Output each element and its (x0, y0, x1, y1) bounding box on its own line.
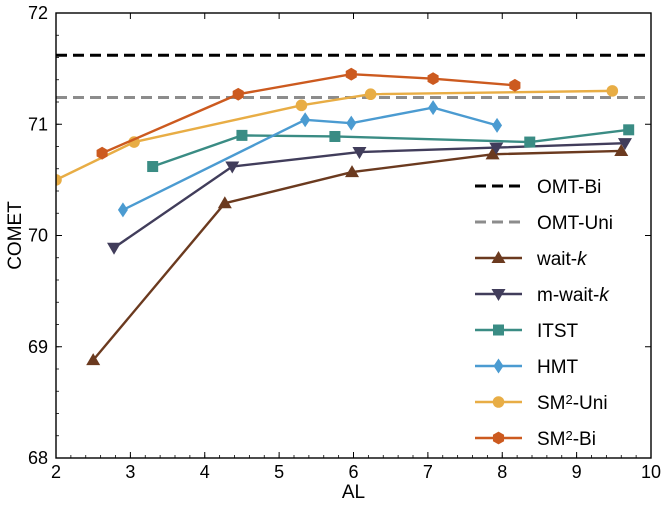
data-point-s2-0 (147, 161, 159, 173)
data-point-s2-3 (524, 136, 536, 148)
data-point-s1-2 (352, 147, 367, 160)
data-point-s3-0 (117, 202, 128, 218)
legend-swatch-marker-2 (491, 251, 506, 264)
data-point-s3-3 (428, 100, 439, 116)
legend-label-6: SM2-Uni (537, 392, 608, 414)
data-point-s0-3 (485, 147, 500, 160)
legend-label-3: m-wait-k (537, 285, 610, 306)
data-point-s0-0 (86, 353, 101, 366)
y-tick-label: 68 (28, 448, 48, 468)
y-axis-label: COMET (5, 201, 26, 270)
data-point-s2-4 (623, 124, 635, 136)
data-point-s5-1 (232, 87, 244, 101)
data-point-s3-1 (300, 112, 311, 128)
data-point-s1-4 (617, 138, 632, 151)
x-tick-label: 10 (641, 462, 661, 482)
x-tick-label: 2 (51, 462, 61, 482)
data-point-s2-1 (236, 129, 248, 141)
data-point-s4-4 (606, 85, 619, 97)
y-tick-label: 69 (28, 337, 48, 357)
x-tick-label: 9 (572, 462, 582, 482)
data-point-s4-2 (295, 99, 308, 112)
legend-label-omt-bi: OMT-Bi (537, 177, 601, 198)
plot-data-layer (56, 53, 651, 366)
data-point-s5-2 (345, 67, 357, 81)
legend: OMT-Bi OMT-Uni wait-k m-wait-k ITST HMT SM2-Un… (475, 177, 613, 450)
data-point-s3-4 (492, 117, 503, 133)
y-tick-label: 72 (28, 3, 48, 23)
data-point-s5-0 (96, 146, 108, 160)
legend-swatch-marker-7 (492, 431, 505, 445)
legend-label-omt-uni: OMT-Uni (537, 213, 613, 234)
x-tick-label: 8 (497, 462, 507, 482)
data-point-s2-2 (329, 130, 341, 142)
y-tick-label: 71 (28, 114, 48, 134)
legend-swatch-marker-6 (492, 396, 505, 408)
x-tick-label: 3 (125, 462, 135, 482)
axes-layer: 2 3 4 5 6 7 8 9 10 68 69 70 71 72 AL COMET (5, 3, 661, 503)
legend-swatch-marker-5 (493, 358, 504, 374)
legend-label-4: ITST (537, 321, 579, 342)
legend-swatch-marker-3 (491, 288, 506, 301)
x-tick-label: 6 (348, 462, 358, 482)
legend-swatch-marker-4 (493, 324, 504, 336)
plot-area (56, 53, 651, 366)
x-axis-label: AL (342, 482, 365, 503)
data-point-s1-3 (489, 142, 504, 155)
x-tick-label: 7 (423, 462, 433, 482)
x-tick-label: 5 (274, 462, 284, 482)
legend-label-2: wait-k (536, 249, 588, 270)
data-point-s1-0 (107, 242, 122, 255)
data-point-s0-2 (345, 165, 360, 178)
data-point-s3-2 (346, 115, 357, 131)
data-point-s5-3 (427, 72, 439, 86)
x-tick-label: 4 (200, 462, 210, 482)
legend-label-5: HMT (537, 357, 579, 378)
legend-label-7: SM2-Bi (537, 428, 596, 450)
data-point-s0-4 (614, 143, 629, 156)
data-point-s1-1 (225, 161, 240, 174)
data-point-s0-1 (217, 196, 232, 209)
data-point-s4-3 (364, 88, 377, 101)
data-point-s5-4 (509, 78, 521, 92)
y-tick-label: 70 (28, 226, 48, 246)
data-point-s4-0 (56, 174, 62, 186)
